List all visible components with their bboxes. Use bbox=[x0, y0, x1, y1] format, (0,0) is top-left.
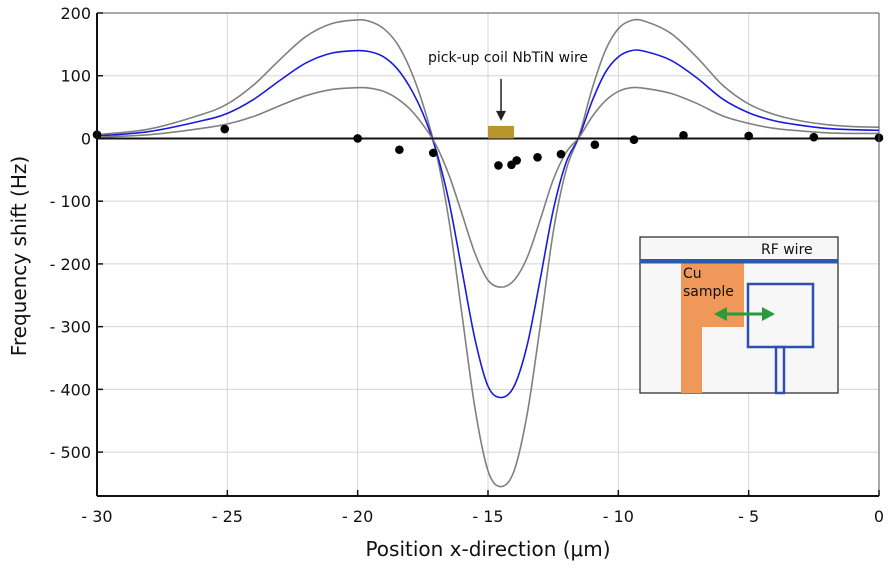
rf-wire-label: RF wire bbox=[761, 242, 813, 258]
y-tick-label: - 200 bbox=[50, 255, 91, 274]
series-line-1 bbox=[96, 49, 880, 399]
x-tick-label: - 20 bbox=[342, 507, 373, 526]
y-tick-label: 200 bbox=[60, 4, 91, 23]
series-line-0 bbox=[96, 18, 880, 488]
y-tick-label: - 400 bbox=[50, 380, 91, 399]
data-point bbox=[395, 145, 404, 155]
y-tick-label: 100 bbox=[60, 67, 91, 86]
x-tick-label: 0 bbox=[874, 507, 884, 526]
data-points bbox=[92, 124, 884, 170]
y-tick-label: - 500 bbox=[50, 443, 91, 462]
sample-label: sample bbox=[683, 284, 734, 300]
annotation-arrowhead bbox=[496, 110, 507, 121]
annotation-label: pick-up coil NbTiN wire bbox=[428, 50, 588, 66]
data-point bbox=[629, 135, 639, 145]
x-tick-label: - 25 bbox=[212, 507, 243, 526]
x-tick-label: - 10 bbox=[603, 507, 634, 526]
motion-arrow-right-head bbox=[762, 307, 775, 321]
x-tick-label: - 5 bbox=[738, 507, 759, 526]
x-tick-label: - 15 bbox=[472, 507, 503, 526]
data-point bbox=[428, 148, 438, 158]
motion-arrow-left-head bbox=[714, 307, 727, 321]
pickup-coil-lead bbox=[774, 345, 786, 395]
series-line-2 bbox=[96, 86, 880, 288]
y-tick-label: 0 bbox=[81, 129, 91, 148]
data-point bbox=[679, 131, 688, 140]
data-point bbox=[220, 124, 230, 134]
cu-label: Cu bbox=[683, 266, 702, 282]
y-tick-label: - 100 bbox=[50, 192, 91, 211]
rf-wire bbox=[640, 259, 838, 264]
y-tick-label: - 300 bbox=[50, 318, 91, 337]
x-tick-labels: - 30 - 25 - 20 - 15 - 10 - 5 0 bbox=[81, 490, 884, 526]
x-axis-title: Position x-direction (μm) bbox=[365, 537, 610, 561]
data-point bbox=[744, 131, 753, 141]
inset-schematic: RF wire Cu sample bbox=[639, 236, 839, 395]
data-point bbox=[533, 152, 542, 162]
coil-marker-group bbox=[488, 125, 515, 139]
curves bbox=[96, 18, 880, 488]
coil-marker bbox=[488, 125, 515, 139]
data-point bbox=[590, 140, 600, 150]
cu-sample-leg bbox=[681, 327, 702, 393]
data-point bbox=[512, 156, 521, 165]
cu-sample-block bbox=[681, 262, 744, 327]
data-point bbox=[556, 149, 566, 159]
data-point bbox=[353, 134, 362, 143]
annotation: pick-up coil NbTiN wire bbox=[428, 50, 588, 121]
data-point bbox=[494, 161, 503, 170]
x-tick-label: - 30 bbox=[81, 507, 112, 526]
y-axis-title: Frequency shift (Hz) bbox=[7, 156, 31, 356]
data-point bbox=[809, 132, 819, 142]
y-tick-labels: 200 100 0 - 100 - 200 - 300 - 400 - 500 bbox=[50, 4, 103, 462]
